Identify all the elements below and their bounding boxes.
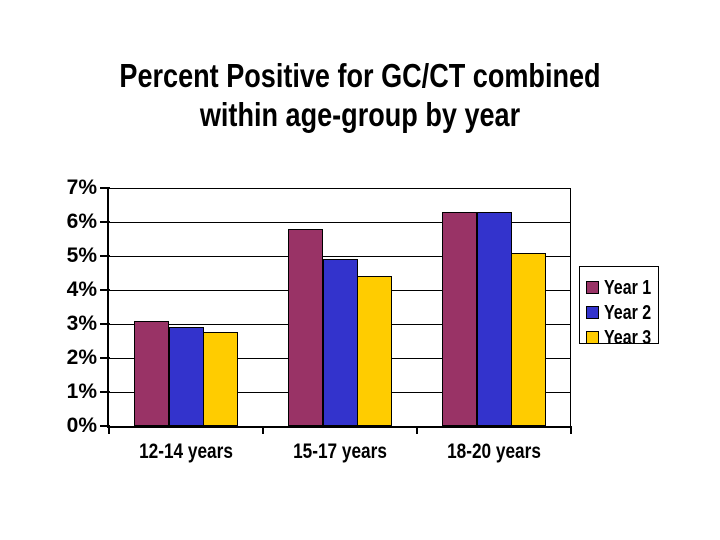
legend-item-label: Year 2	[604, 301, 652, 324]
legend-color-swatch-year-3	[586, 331, 599, 344]
y-axis-tick	[100, 221, 110, 223]
y-axis-tick	[100, 289, 110, 291]
y-axis-tick	[100, 425, 110, 427]
y-axis-tick	[100, 255, 110, 257]
bar-year-3-18-20-years	[511, 253, 546, 426]
y-axis-tick-label: 3%	[66, 312, 97, 335]
y-axis-tick-label: 1%	[66, 380, 97, 403]
bar-year-2-15-17-years	[323, 259, 358, 426]
plot-right-border	[570, 188, 571, 426]
slide-title-line2: within age-group by year	[199, 96, 521, 133]
slide-title-line1: Percent Positive for GC/CT combined	[119, 57, 601, 94]
y-axis-tick-label: 7%	[66, 176, 97, 199]
gridline-5%	[109, 256, 571, 257]
x-axis-category-label: 12-14 years	[139, 440, 233, 463]
x-axis-tick	[416, 426, 418, 434]
bar-year-1-18-20-years	[442, 212, 477, 426]
y-axis-tick	[100, 323, 110, 325]
legend-item-year-2: Year 2	[586, 300, 658, 325]
x-axis-tick	[262, 426, 264, 434]
y-axis-tick-label: 2%	[66, 346, 97, 369]
legend: Year 1 Year 2 Year 3	[579, 266, 659, 349]
legend-color-swatch-year-2	[586, 306, 599, 319]
legend-item-label: Year 1	[604, 276, 652, 299]
x-axis-category-label: 15-17 years	[293, 440, 387, 463]
bar-year-2-18-20-years	[477, 212, 512, 426]
x-axis-tick	[108, 426, 110, 434]
legend-color-swatch-year-1	[586, 281, 599, 294]
y-axis-tick-label: 6%	[66, 210, 97, 233]
y-axis-line	[107, 188, 109, 428]
plot-top-border	[109, 188, 571, 189]
y-axis-tick-label: 4%	[66, 278, 97, 301]
y-axis-tick-label: 5%	[66, 244, 97, 267]
y-axis-tick	[100, 357, 110, 359]
y-axis-tick	[100, 391, 110, 393]
x-axis-line	[107, 426, 572, 428]
slide-title: Percent Positive for GC/CT combined with…	[65, 56, 655, 134]
legend-item-year-1: Year 1	[586, 275, 658, 300]
legend-item-label: Year 3	[604, 326, 652, 349]
y-axis-tick-label: 0%	[66, 414, 97, 437]
legend-item-year-3: Year 3	[586, 325, 658, 350]
x-axis-category-label: 18-20 years	[447, 440, 541, 463]
y-axis-tick	[100, 187, 110, 189]
bar-year-3-12-14-years	[203, 332, 238, 426]
bar-year-1-12-14-years	[134, 321, 169, 426]
bar-year-2-12-14-years	[169, 327, 204, 426]
bar-year-3-15-17-years	[357, 276, 392, 426]
gridline-6%	[109, 222, 571, 223]
bar-year-1-15-17-years	[288, 229, 323, 426]
x-axis-tick	[570, 426, 572, 434]
